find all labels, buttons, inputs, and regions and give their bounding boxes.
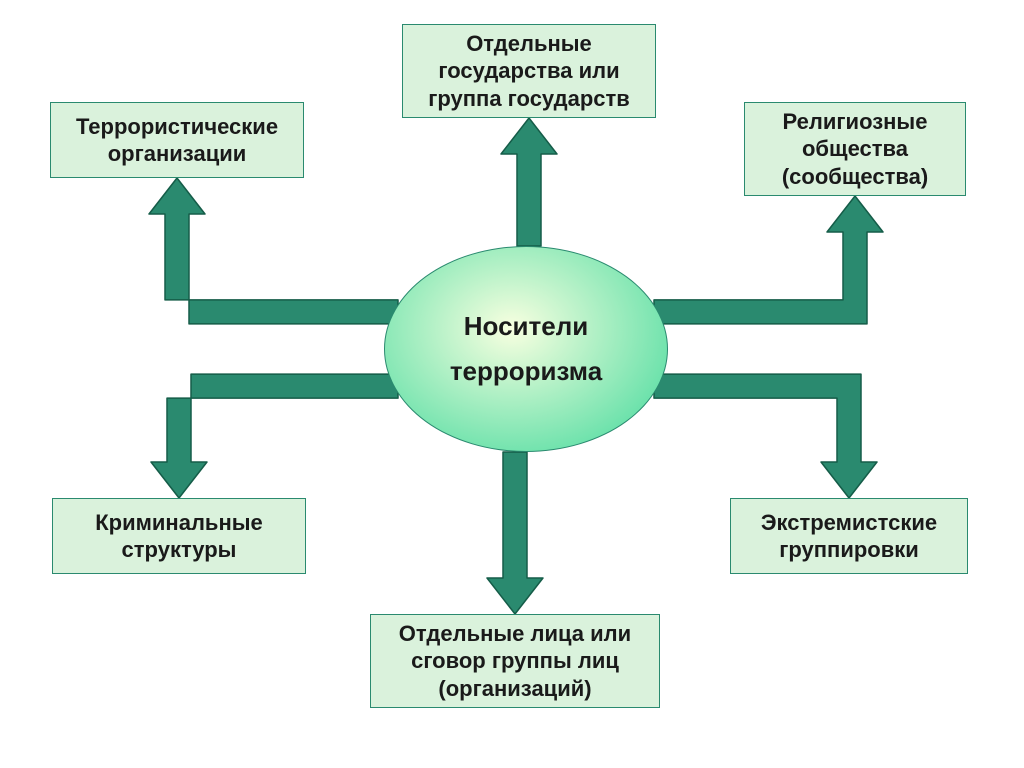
node-top-left-label: Террористические организации [61,113,293,168]
node-top-label: Отдельные государства или группа государ… [413,30,645,113]
node-top-right: Религиозные общества (сообщества) [744,102,966,196]
node-bottom-left-label: Криминальные структуры [63,509,295,564]
node-bottom: Отдельные лица или сговор группы лиц (ор… [370,614,660,708]
node-top: Отдельные государства или группа государ… [402,24,656,118]
node-top-right-label: Религиозные общества (сообщества) [755,108,955,191]
node-bottom-right-label: Экстремистские группировки [741,509,957,564]
node-bottom-left: Криминальные структуры [52,498,306,574]
center-node: Носители терроризма [384,246,668,452]
center-line1: Носители [464,311,588,342]
node-bottom-right: Экстремистские группировки [730,498,968,574]
node-top-left: Террористические организации [50,102,304,178]
diagram-canvas: Носители терроризма Отдельные государств… [0,0,1024,768]
center-line2: терроризма [450,356,602,387]
node-bottom-label: Отдельные лица или сговор группы лиц (ор… [381,620,649,703]
